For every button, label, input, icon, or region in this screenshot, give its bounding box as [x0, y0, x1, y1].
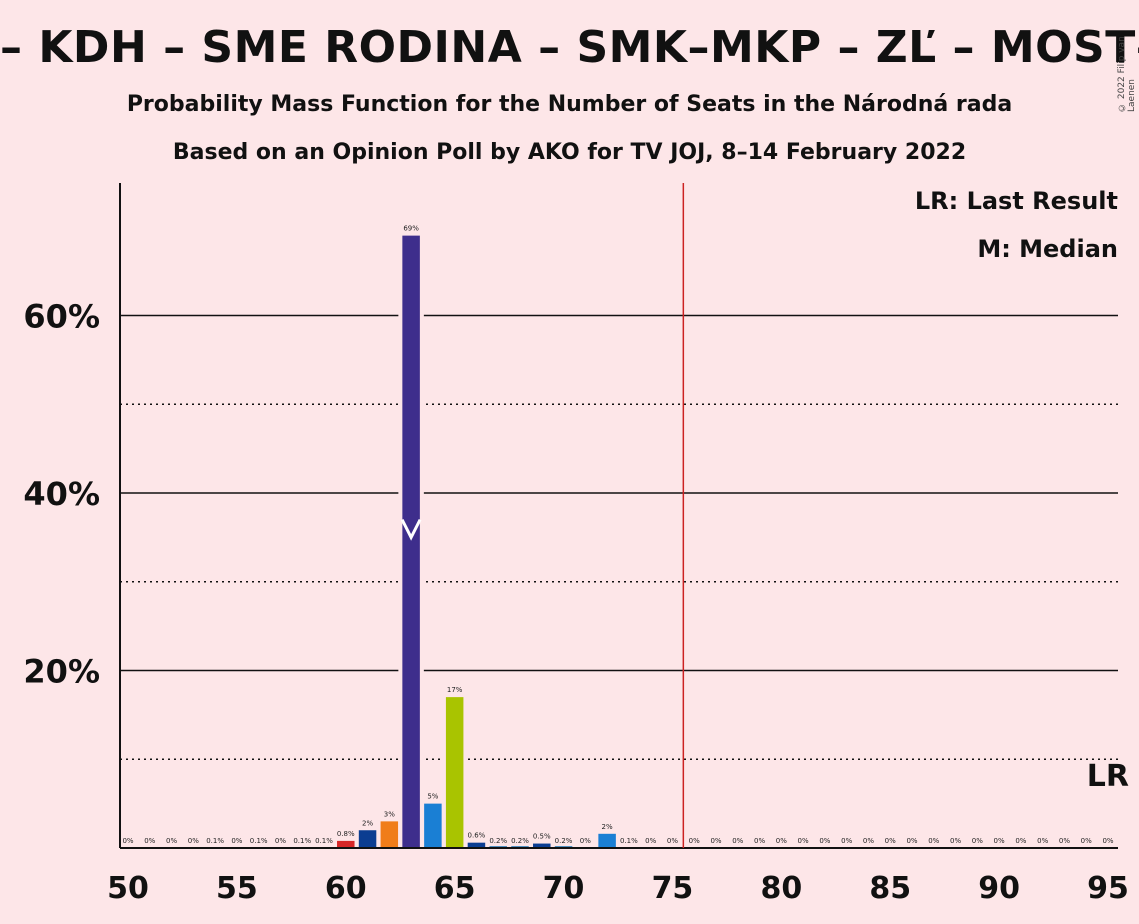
axes-group: 20% 40% 60% 50 55 60 65 70 75 80 85 90 95	[23, 183, 1129, 906]
data-label-seat-79: 0%	[754, 837, 765, 845]
data-label-seat-85: 0%	[885, 837, 896, 845]
data-label-seat-51: 0%	[144, 837, 155, 845]
data-label-seat-77: 0%	[710, 837, 721, 845]
y-tick-label: 40%	[23, 475, 100, 513]
bar-seat-64	[424, 803, 442, 848]
data-label-seat-73: 0.1%	[620, 837, 638, 845]
bar-seat-63	[402, 235, 420, 848]
data-label-seat-71: 0%	[580, 837, 591, 845]
data-label-seat-95: 0%	[1102, 837, 1113, 845]
data-label-seat-70: 0.2%	[555, 837, 573, 845]
x-tick-label: 90	[978, 871, 1020, 906]
data-label-seat-94: 0%	[1081, 837, 1092, 845]
data-label-seat-52: 0%	[166, 837, 177, 845]
chart-subtitle: Probability Mass Function for the Number…	[126, 92, 1013, 117]
data-label-seat-69: 0.5%	[533, 833, 551, 841]
bar-seat-61	[358, 830, 377, 848]
data-label-seat-75: 0%	[667, 837, 678, 845]
data-label-seat-63: 69%	[403, 225, 419, 233]
data-labels-group: 0% 0% 0% 0% 0.1% 0% 0.1% 0% 0.1% 0.1% 0.8% 2% 3% 69% 5…	[122, 225, 1113, 845]
data-label-seat-57: 0%	[275, 837, 286, 845]
data-label-seat-65: 17%	[447, 686, 463, 694]
bar-seat-66	[467, 842, 486, 848]
bars-group	[206, 233, 638, 848]
data-label-seat-92: 0%	[1037, 837, 1048, 845]
data-label-seat-72: 2%	[602, 823, 613, 831]
bar-seat-60	[337, 840, 355, 848]
y-tick-label: 20%	[23, 653, 100, 691]
bar-seat-69	[533, 843, 551, 848]
data-label-seat-88: 0%	[950, 837, 961, 845]
data-label-seat-76: 0%	[689, 837, 700, 845]
x-tick-label: 55	[216, 871, 258, 906]
bar-seat-72	[598, 833, 616, 848]
data-label-seat-90: 0%	[994, 837, 1005, 845]
data-label-seat-58: 0.1%	[293, 837, 311, 845]
x-tick-label: 50	[107, 871, 149, 906]
data-label-seat-59: 0.1%	[315, 837, 333, 845]
data-label-seat-82: 0%	[819, 837, 830, 845]
median-marker	[400, 518, 422, 541]
data-label-seat-91: 0%	[1015, 837, 1026, 845]
data-label-seat-87: 0%	[928, 837, 939, 845]
bar-seat-65	[445, 697, 464, 848]
data-label-seat-74: 0%	[645, 837, 656, 845]
data-label-seat-60: 0.8%	[337, 830, 355, 838]
data-label-seat-83: 0%	[841, 837, 852, 845]
data-label-seat-50: 0%	[122, 837, 133, 845]
x-tick-label: 85	[869, 871, 911, 906]
x-tick-label: 60	[325, 871, 367, 906]
y-tick-label: 60%	[23, 298, 100, 336]
data-label-seat-53: 0%	[188, 837, 199, 845]
data-label-seat-62: 3%	[384, 810, 395, 818]
bar-seat-62	[380, 821, 399, 848]
data-label-seat-80: 0%	[776, 837, 787, 845]
data-label-seat-54: 0.1%	[206, 837, 224, 845]
chart-source: Based on an Opinion Poll by AKO for TV J…	[172, 140, 967, 165]
x-tick-label: 75	[652, 871, 694, 906]
data-label-seat-68: 0.2%	[511, 837, 529, 845]
data-label-seat-64: 5%	[427, 793, 438, 801]
data-label-seat-56: 0.1%	[250, 837, 268, 845]
data-label-seat-89: 0%	[972, 837, 983, 845]
data-label-seat-78: 0%	[732, 837, 743, 845]
data-label-seat-61: 2%	[362, 819, 373, 827]
x-tick-label: 70	[543, 871, 585, 906]
legend-last-result: LR: Last Result	[915, 187, 1118, 215]
data-label-seat-66: 0.6%	[468, 832, 486, 840]
data-label-seat-67: 0.2%	[489, 837, 507, 845]
data-label-seat-55: 0%	[231, 837, 242, 845]
data-label-seat-81: 0%	[798, 837, 809, 845]
data-label-seat-93: 0%	[1059, 837, 1070, 845]
legend-median: M: Median	[977, 235, 1118, 263]
last-result-marker: LR	[1087, 759, 1129, 794]
data-label-seat-84: 0%	[863, 837, 874, 845]
chart-title: – KDH – SME RODINA – SMK–MKP – ZĽ – MOST…	[0, 22, 1139, 73]
x-tick-label: 80	[760, 871, 802, 906]
x-tick-label: 65	[434, 871, 476, 906]
x-tick-label: 95	[1087, 871, 1129, 906]
data-label-seat-86: 0%	[906, 837, 917, 845]
grid-lines	[120, 314, 1118, 760]
